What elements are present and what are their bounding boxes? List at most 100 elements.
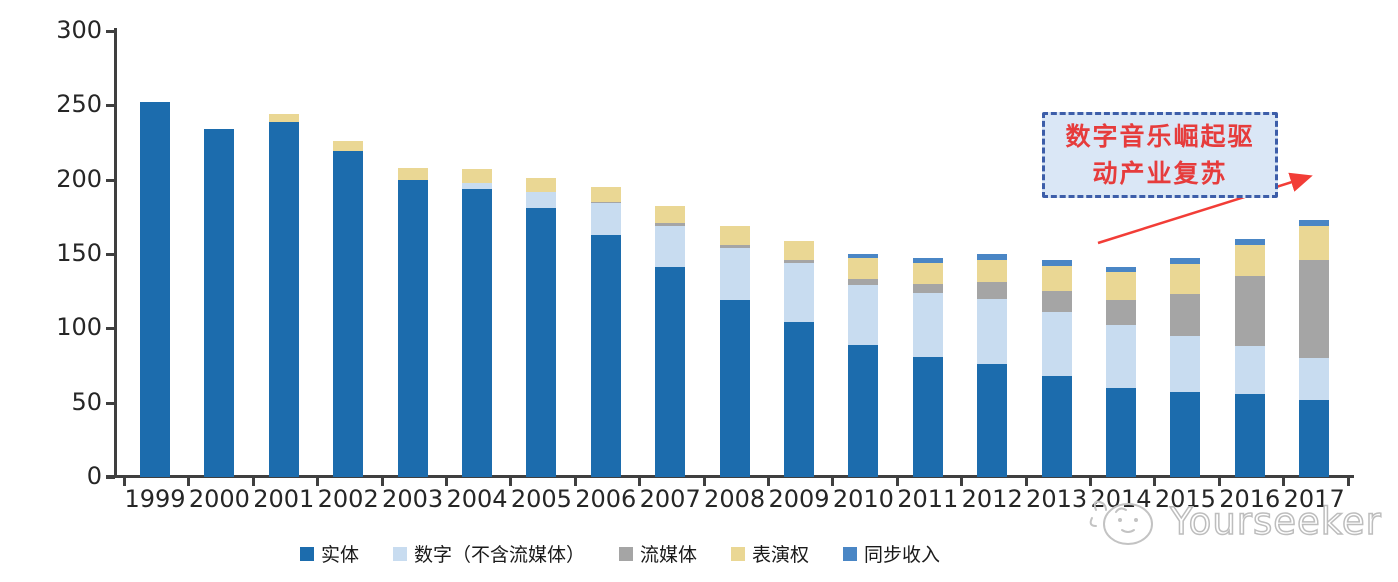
bar-segment — [1106, 325, 1136, 388]
bar-segment — [397, 167, 428, 180]
bar-segment — [977, 364, 1008, 477]
bar-segment — [655, 267, 686, 477]
legend-item: 表演权 — [731, 540, 809, 567]
x-tick-label: 1999 — [124, 485, 186, 513]
bar-segment — [268, 114, 299, 122]
y-tick-label: 250 — [56, 90, 102, 119]
legend-label: 同步收入 — [864, 544, 941, 566]
y-tick-label: 0 — [86, 462, 102, 490]
legend-label: 表演权 — [752, 544, 810, 566]
x-tick — [1024, 478, 1028, 486]
y-axis-line — [114, 28, 117, 478]
x-tick-label: 2002 — [317, 485, 379, 513]
bar-segment — [848, 285, 879, 345]
legend-label: 流媒体 — [639, 544, 697, 566]
bar-segment — [1234, 393, 1265, 477]
legend: 实体 数字（不含流媒体） 流媒体 表演权 同步收入 — [0, 540, 1120, 567]
bar-segment — [526, 191, 557, 208]
bar-segment — [590, 203, 621, 235]
x-tick — [895, 478, 899, 486]
bar-segment — [784, 259, 814, 263]
bar-segment — [1170, 258, 1201, 265]
bar-segment — [655, 222, 686, 226]
bar-segment — [784, 240, 814, 260]
bar-segment — [784, 322, 814, 477]
bar-segment — [462, 182, 492, 189]
bar-segment — [1041, 291, 1072, 312]
bar-segment — [1041, 375, 1072, 477]
x-tick — [380, 478, 384, 486]
bar-segment — [848, 279, 879, 286]
bar-segment — [719, 248, 750, 301]
bar-segment — [1299, 259, 1330, 359]
legend-item: 数字（不含流媒体） — [392, 540, 585, 567]
bar-segment — [462, 169, 492, 183]
x-tick — [1089, 478, 1092, 486]
y-tick — [106, 104, 115, 108]
bar-segment — [655, 206, 686, 223]
annotation-text-line2: 动产业复苏 — [1092, 159, 1228, 188]
y-tick-label: 50 — [71, 387, 102, 416]
bar-segment — [977, 254, 1008, 260]
x-tick — [573, 478, 577, 486]
bar-segment — [590, 234, 621, 477]
bar-segment — [1234, 346, 1265, 394]
legend-label: 实体 — [320, 544, 359, 566]
bar-segment — [1041, 312, 1072, 376]
annotation-text-line1: 数字音乐崛起驱 — [1065, 122, 1255, 151]
x-tick — [123, 478, 126, 486]
x-tick-label: 2010 — [832, 485, 894, 513]
x-tick-label: 2000 — [188, 485, 250, 513]
x-tick-label: 2001 — [253, 485, 315, 513]
bar-segment — [590, 201, 621, 204]
bar-segment — [526, 178, 557, 192]
y-tick — [106, 178, 115, 182]
legend-swatch — [299, 546, 314, 561]
bar-segment — [268, 121, 299, 477]
y-tick-label: 300 — [56, 16, 102, 44]
bar-segment — [912, 292, 943, 357]
bar-segment — [526, 207, 557, 477]
x-tick-label: 2008 — [704, 485, 766, 513]
x-tick — [316, 478, 320, 486]
watermark-text: Yourseeker — [1169, 499, 1382, 544]
legend-swatch — [392, 546, 407, 561]
x-tick — [445, 478, 448, 486]
legend-item: 流媒体 — [618, 540, 697, 567]
y-tick — [106, 476, 115, 479]
bar-segment — [912, 356, 943, 477]
bar-segment — [912, 283, 943, 293]
bar-segment — [1106, 387, 1136, 477]
y-tick — [106, 401, 115, 405]
bar-segment — [977, 298, 1008, 365]
legend-item: 实体 — [299, 540, 359, 567]
bar-segment — [1106, 300, 1136, 326]
bar-segment — [912, 262, 943, 284]
y-tick-label: 150 — [56, 239, 102, 267]
bar-segment — [719, 300, 750, 477]
x-tick — [960, 478, 964, 486]
bar-segment — [1170, 264, 1201, 295]
legend-swatch — [843, 546, 858, 561]
bar-segment — [1234, 239, 1265, 246]
x-tick — [1217, 478, 1221, 486]
y-tick-label: 200 — [56, 164, 102, 193]
watermark: Yourseeker — [1086, 496, 1382, 548]
bar-segment — [719, 225, 750, 246]
x-tick — [702, 478, 706, 486]
y-tick — [106, 327, 115, 331]
x-tick-label: 2012 — [961, 485, 1023, 513]
bar-segment — [977, 259, 1008, 283]
bar-segment — [397, 179, 428, 477]
x-tick — [1282, 478, 1286, 486]
x-tick — [767, 478, 770, 486]
bar-segment — [140, 102, 170, 477]
x-tick — [187, 478, 191, 486]
x-tick-label: 2006 — [575, 485, 637, 513]
y-tick-label: 100 — [56, 313, 102, 342]
legend-item: 同步收入 — [843, 540, 940, 567]
bar-segment — [1106, 271, 1136, 301]
bar-segment — [912, 258, 943, 263]
y-tick — [106, 253, 115, 256]
